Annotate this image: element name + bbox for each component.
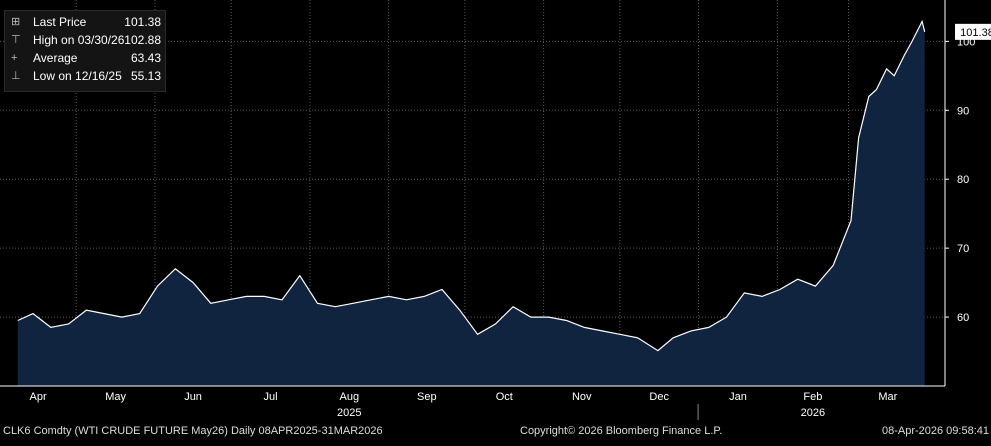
x-year-label: 2026 [801,407,825,419]
legend-avg-value: 63.43 [130,51,161,65]
legend-high-label: High on 03/30/26 [33,33,125,47]
price-area [17,21,925,386]
x-tick-label: Aug [340,391,360,403]
x-tick-label: Feb [803,391,822,403]
chart-legend: ⊞ Last Price 101.38 ⊤ High on 03/30/26 1… [4,10,166,92]
x-tick-label: Jun [184,391,202,403]
last-price-tag [955,23,991,40]
price-line [17,19,926,352]
footer-timestamp: 08-Apr-2026 09:58:41 [881,425,989,437]
y-tick-label: 90 [957,105,969,117]
x-tick-label: May [105,391,126,403]
x-tick-label: Apr [30,391,47,403]
legend-low-row: ⊥ Low on 12/16/25 55.13 [5,68,165,84]
legend-last-label: Last Price [33,15,87,29]
y-tick-label: 70 [957,243,969,255]
footer-ticker-description: CLK6 Comdty (WTI CRUDE FUTURE May26) Dai… [3,425,383,437]
x-tick-label: Mar [878,391,897,403]
x-year-label: 2025 [337,407,361,419]
high-marker-icon: ⊤ [11,34,21,46]
legend-last-value: 101.38 [124,15,161,29]
legend-low-label: Low on 12/16/25 [33,69,122,83]
average-marker-icon: + [11,52,18,64]
footer-copyright: Copyright© 2026 Bloomberg Finance L.P. [520,425,723,437]
x-tick-label: Jul [264,391,278,403]
y-tick-label: 80 [957,174,969,186]
x-tick-label: Sep [417,391,437,403]
x-tick-label: Dec [649,391,669,403]
legend-avg-row: + Average 63.43 [5,50,165,66]
last-price-tag-label: 101.38 [960,27,991,39]
legend-high-value: 102.88 [124,33,161,47]
legend-low-value: 55.13 [130,69,161,83]
x-tick-label: Oct [496,391,513,403]
legend-last-row: ⊞ Last Price 101.38 [5,14,165,30]
x-tick-label: Nov [572,391,592,403]
low-marker-icon: ⊥ [11,70,21,82]
y-tick-label: 60 [957,312,969,324]
x-tick-label: Jan [729,391,747,403]
legend-high-row: ⊤ High on 03/30/26 102.88 [5,32,165,48]
last-price-icon: ⊞ [11,16,21,28]
legend-avg-label: Average [33,51,78,65]
